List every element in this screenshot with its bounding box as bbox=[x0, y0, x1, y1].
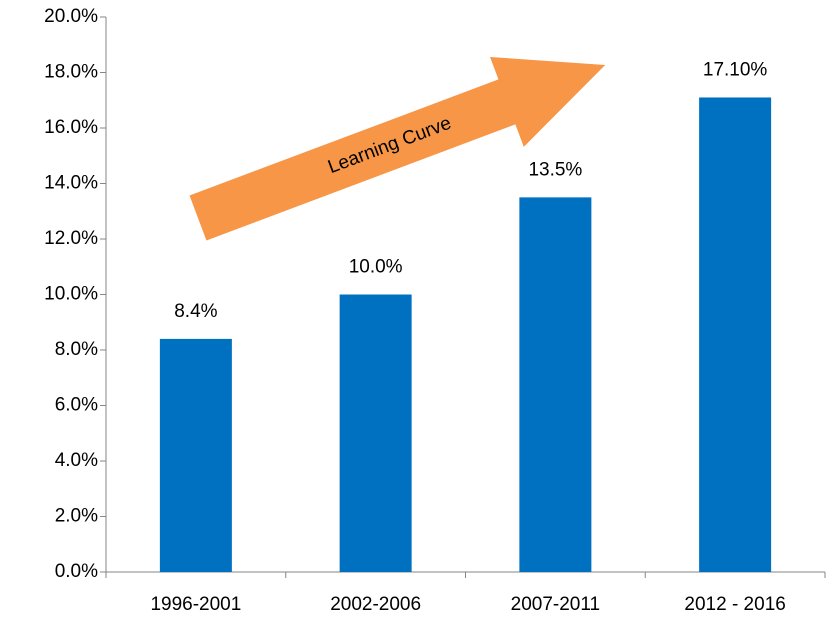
y-tick-label: 14.0% bbox=[44, 173, 98, 194]
bar bbox=[519, 197, 592, 572]
y-tick-label: 18.0% bbox=[44, 62, 98, 83]
value-label: 17.10% bbox=[703, 59, 768, 80]
y-tick-label: 16.0% bbox=[44, 117, 98, 138]
x-tick-label: 2007-2011 bbox=[511, 594, 600, 615]
value-label: 13.5% bbox=[528, 159, 582, 180]
value-label: 8.4% bbox=[174, 301, 217, 322]
y-tick-label: 0.0% bbox=[55, 561, 98, 582]
x-tick-label: 1996-2001 bbox=[150, 594, 241, 615]
y-tick-label: 2.0% bbox=[55, 506, 98, 527]
y-tick-label: 10.0% bbox=[44, 284, 98, 305]
x-tick-label: 2012 - 2016 bbox=[684, 594, 785, 615]
y-tick-label: 6.0% bbox=[55, 395, 98, 416]
y-tick-label: 20.0% bbox=[44, 6, 98, 27]
y-tick-label: 12.0% bbox=[44, 228, 98, 249]
y-tick-label: 8.0% bbox=[55, 339, 98, 360]
bar bbox=[159, 338, 232, 572]
bar bbox=[699, 97, 772, 572]
y-tick-label: 4.0% bbox=[55, 450, 98, 471]
arrow-shape bbox=[189, 56, 606, 241]
value-label: 10.0% bbox=[349, 257, 403, 278]
x-tick-label: 2002-2006 bbox=[330, 594, 421, 615]
bar bbox=[339, 294, 412, 572]
